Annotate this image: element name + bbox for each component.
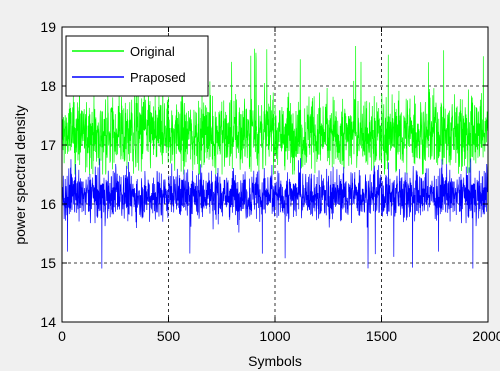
series-line-original	[61, 45, 489, 175]
y-tick-label: 15	[40, 255, 56, 271]
series-line-praposed	[61, 158, 489, 269]
y-tick-label: 16	[40, 196, 56, 212]
y-axis-label: power spectral density	[12, 105, 28, 244]
legend-box	[65, 35, 209, 97]
x-tick-label: 500	[157, 328, 181, 344]
y-tick-label: 18	[40, 78, 56, 94]
legend-label-original: Original	[130, 44, 175, 59]
x-tick-label: 1500	[366, 328, 397, 344]
y-tick-label: 19	[40, 19, 56, 35]
axis-ticks: 0 500 1000 1500 2000 14 15 16 17 18 19	[40, 19, 500, 344]
series-layer	[61, 45, 489, 269]
legend: Original Praposed	[65, 35, 209, 97]
x-tick-label: 2000	[472, 328, 500, 344]
legend-label-praposed: Praposed	[130, 70, 186, 85]
x-axis-label: Symbols	[248, 353, 302, 369]
y-tick-label: 14	[40, 314, 56, 330]
x-tick-label: 1000	[259, 328, 290, 344]
y-tick-label: 17	[40, 137, 56, 153]
x-tick-label: 0	[58, 328, 66, 344]
